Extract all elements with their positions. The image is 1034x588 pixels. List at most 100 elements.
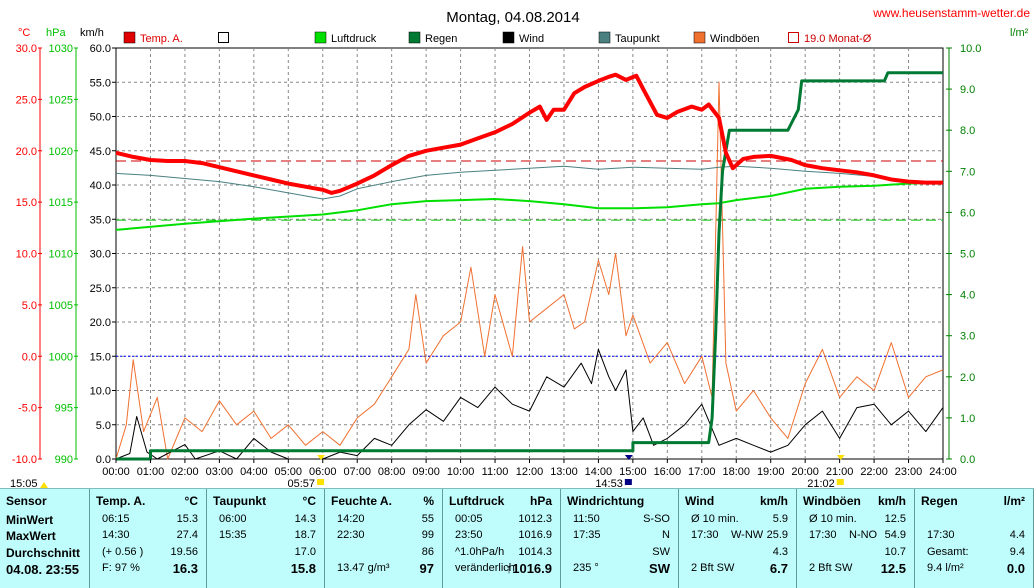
temp-tick-label: 25.0 bbox=[16, 94, 37, 106]
stats-value: S-SO bbox=[643, 513, 670, 525]
pressure-tick-label: 1010 bbox=[49, 249, 73, 261]
legend-swatch bbox=[693, 31, 706, 44]
legend-label: 19.0 Monat-Ø bbox=[804, 33, 872, 45]
stats-label: 14:30 bbox=[102, 529, 130, 541]
stats-label: Durchschnitt bbox=[6, 546, 81, 560]
temp-axis-unit: °C bbox=[18, 27, 30, 39]
series-line-tempa bbox=[115, 72, 943, 195]
wind-tick-label: 30.0 bbox=[90, 249, 111, 261]
stats-direction: N-NO bbox=[849, 529, 878, 541]
x-tick-label: 04:00 bbox=[240, 466, 268, 478]
temp-tick-label: 15.0 bbox=[16, 197, 37, 209]
time-marker-tick bbox=[624, 455, 633, 460]
stats-header: Sensor bbox=[6, 494, 47, 508]
x-tick-label: 18:00 bbox=[722, 466, 750, 478]
temp-tick-label: -5.0 bbox=[18, 403, 37, 415]
time-marker-label: 21:02 bbox=[807, 478, 835, 488]
time-markers: 15:05 05:57 14:53 21:02 bbox=[10, 455, 845, 488]
rain-tick-label: 4.0 bbox=[960, 290, 975, 302]
rain-tick-label: 7.0 bbox=[960, 166, 975, 178]
time-marker-label: 14:53 bbox=[595, 478, 623, 488]
stats-value: 97 bbox=[419, 561, 434, 576]
stats-label: Ø 10 min. bbox=[691, 513, 739, 525]
stats-header: Windrichtung bbox=[567, 494, 645, 508]
stats-value: 99 bbox=[421, 529, 434, 541]
rain-tick-label: 6.0 bbox=[960, 207, 975, 219]
pressure-tick-label: 1020 bbox=[49, 146, 73, 158]
time-marker-tick bbox=[836, 455, 845, 460]
stats-label: 14:20 bbox=[337, 513, 365, 525]
stats-header: Wind bbox=[685, 494, 715, 508]
x-tick-label: 13:00 bbox=[550, 466, 578, 478]
wind-tick-label: 25.0 bbox=[90, 283, 111, 295]
stats-value: 86 bbox=[421, 546, 434, 558]
time-marker-label: 05:57 bbox=[287, 478, 315, 488]
stats-header: Luftdruck bbox=[449, 494, 505, 508]
stats-value: 15.8 bbox=[290, 561, 316, 576]
rain-tick-label: 1.0 bbox=[960, 413, 975, 425]
stats-value: 17.0 bbox=[294, 546, 316, 558]
stats-label: 17:30 bbox=[809, 529, 837, 541]
stats-value: SW bbox=[649, 561, 670, 576]
legend-label: Taupunkt bbox=[615, 33, 660, 45]
stats-value: 54.9 bbox=[884, 529, 906, 541]
stats-unit: l/m² bbox=[1003, 494, 1025, 508]
legend-label: Wind bbox=[519, 33, 544, 45]
rain-tick-label: 10.0 bbox=[960, 43, 981, 55]
stats-value: 1012.3 bbox=[518, 513, 552, 525]
axes: 30.0 25.0 20.0 15.0 10.0 5.0 0.0 -5.0 -10.0 1030 1… bbox=[12, 43, 982, 478]
stats-header: Temp. A. bbox=[96, 494, 146, 508]
stats-header: Windböen bbox=[803, 494, 861, 508]
temp-tick-label: -10.0 bbox=[12, 454, 37, 466]
stats-label: ^1.0hPa/h bbox=[455, 546, 505, 558]
rain-tick-label: 3.0 bbox=[960, 331, 975, 343]
weather-chart: Montag, 04.08.2014 www.heusenstamm-wette… bbox=[10, 6, 1030, 488]
x-tick-label: 02:00 bbox=[171, 466, 199, 478]
stats-value: 15.3 bbox=[176, 513, 198, 525]
stats-value: 4.4 bbox=[1009, 529, 1025, 541]
stats-header: Taupunkt bbox=[213, 494, 267, 508]
stats-value: 18.7 bbox=[294, 529, 316, 541]
series-line-taupunkt bbox=[115, 165, 943, 200]
x-tick-label: 17:00 bbox=[688, 466, 716, 478]
x-tick-label: 16:00 bbox=[654, 466, 682, 478]
stats-label: 235 ° bbox=[573, 562, 599, 574]
stats-label: 15:35 bbox=[219, 529, 247, 541]
x-tick-label: 22:00 bbox=[860, 466, 888, 478]
stats-table: Sensor MinWert MaxWert Durchschnitt 04.08. 2… bbox=[0, 488, 1034, 588]
x-tick-label: 19:00 bbox=[757, 466, 785, 478]
x-tick-label: 12:00 bbox=[516, 466, 544, 478]
stats-label: 04.08. 23:55 bbox=[6, 562, 80, 577]
pressure-tick-label: 995 bbox=[55, 403, 73, 415]
time-marker-icon bbox=[317, 479, 325, 485]
pressure-tick-label: 1005 bbox=[49, 300, 73, 312]
x-tick-label: 09:00 bbox=[412, 466, 440, 478]
stats-label: 00:05 bbox=[455, 513, 483, 525]
stats-direction: W-NW bbox=[731, 529, 764, 541]
legend-swatch bbox=[123, 31, 136, 44]
legend: Temp. A. Luftdruck Regen Wind Taupunkt Windbö… bbox=[123, 31, 872, 45]
legend-swatch bbox=[314, 31, 327, 44]
stats-value: N bbox=[662, 529, 670, 541]
stats-column-hum: Feuchte A.% 14:20 55 22:30 99 86 13.47 g/m³ 97 bbox=[325, 489, 443, 588]
rain-tick-label: 8.0 bbox=[960, 125, 975, 137]
time-marker-icon bbox=[836, 479, 844, 485]
stats-label: 06:15 bbox=[102, 513, 130, 525]
stats-value: 12.5 bbox=[884, 513, 906, 525]
pressure-axis-unit: hPa bbox=[46, 27, 66, 39]
stats-label: 13.47 g/m³ bbox=[337, 562, 390, 574]
stats-value: 6.7 bbox=[769, 561, 788, 576]
wind-tick-label: 15.0 bbox=[90, 351, 111, 363]
stats-value: 12.5 bbox=[880, 561, 906, 576]
website-link[interactable]: www.heusenstamm-wetter.de bbox=[872, 6, 1030, 20]
x-tick-label: 03:00 bbox=[206, 466, 234, 478]
time-marker-tick bbox=[317, 455, 326, 460]
series-line-regen bbox=[116, 71, 943, 461]
wind-tick-label: 20.0 bbox=[90, 317, 111, 329]
x-tick-label: 21:00 bbox=[826, 466, 854, 478]
wind-tick-label: 5.0 bbox=[96, 420, 111, 432]
stats-label: 11:50 bbox=[573, 513, 600, 525]
stats-value: 0.0 bbox=[1006, 561, 1025, 576]
stats-value: 10.7 bbox=[884, 546, 906, 558]
stats-label: 17:35 bbox=[573, 529, 601, 541]
